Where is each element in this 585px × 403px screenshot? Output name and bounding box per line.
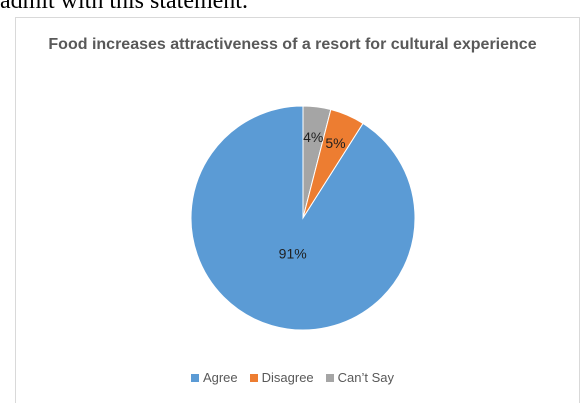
legend-item: Disagree xyxy=(249,370,314,385)
pie-slice-agree xyxy=(190,105,416,331)
document-text-fragment: admit with this statement. xyxy=(0,0,248,14)
data-label: 4% xyxy=(303,129,323,145)
legend-item: Can’t Say xyxy=(325,370,395,385)
legend-swatch xyxy=(249,373,258,382)
legend-swatch xyxy=(190,373,199,382)
legend-swatch xyxy=(325,373,334,382)
data-label: 5% xyxy=(325,135,345,151)
legend-label: Can’t Say xyxy=(337,370,395,385)
data-label: 91% xyxy=(279,245,307,261)
chart-legend: Agree Disagree Can’t Say xyxy=(0,370,585,385)
legend-item: Agree xyxy=(190,370,238,385)
legend-label: Disagree xyxy=(261,370,314,385)
chart-title: Food increases attractiveness of a resor… xyxy=(48,36,537,53)
legend-label: Agree xyxy=(202,370,238,385)
